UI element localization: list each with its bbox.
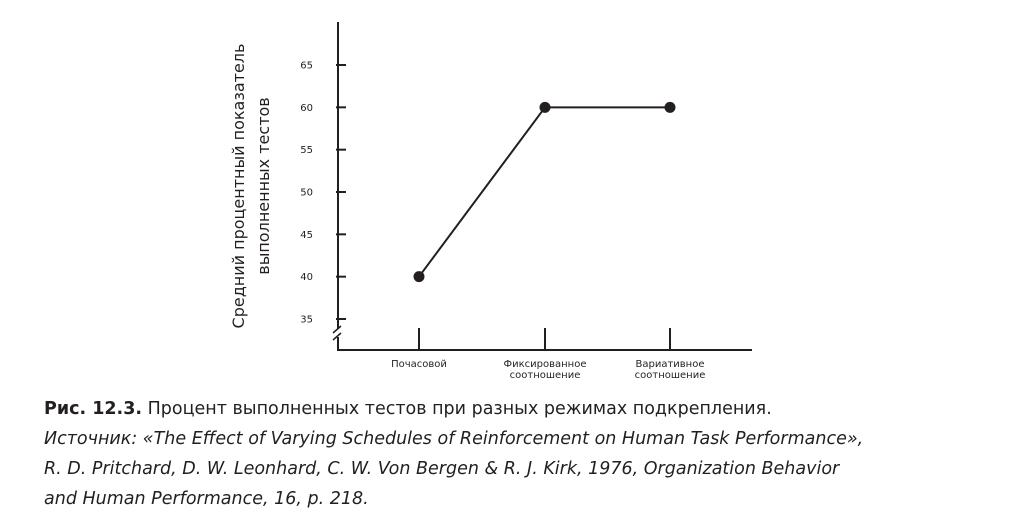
data-series: [413, 101, 676, 283]
y-axis-label-line: Средний процентный показатель: [229, 44, 248, 329]
y-tick-label: 40: [300, 272, 313, 283]
axis-break-mark: [332, 332, 342, 341]
data-point: [664, 101, 676, 113]
caption-source-line-1: Источник: «The Effect of Varying Schedul…: [44, 429, 864, 449]
x-tick-label: соотношение: [635, 370, 706, 381]
figure-number: Рис. 12.3.: [44, 399, 143, 419]
chart-axes: [332, 22, 752, 351]
y-axis-label-line: выполненных тестов: [254, 97, 273, 274]
y-tick-label: 35: [300, 315, 313, 326]
y-tick-label: 45: [300, 230, 313, 241]
y-tick-label: 60: [300, 103, 313, 114]
caption-source-line-2: R. D. Pritchard, D. W. Leonhard, C. W. V…: [44, 459, 840, 479]
x-tick-label: Вариативное: [636, 359, 705, 370]
figure-caption: Рис. 12.3. Процент выполненных тестов пр…: [44, 394, 1004, 514]
y-tick-label: 55: [300, 145, 313, 156]
x-tick-label: соотношение: [510, 370, 581, 381]
x-tick-label: Почасовой: [391, 359, 447, 370]
caption-source-line-3: and Human Performance, 16, p. 218.: [44, 489, 369, 509]
y-tick-label: 50: [300, 188, 313, 199]
y-tick-label: 65: [300, 61, 313, 72]
y-axis-label-group: Средний процентный показатель выполненных…: [229, 44, 273, 329]
y-axis-ticks: 35 40 45 50 55 60 65: [300, 61, 346, 326]
x-axis-ticks: Почасовой ФиксированноесоотношениеВариати…: [391, 328, 705, 381]
data-point: [539, 101, 551, 113]
series-line: [418, 106, 670, 278]
x-tick-label: Фиксированное: [504, 359, 587, 370]
axis-break-mark: [332, 325, 342, 334]
axis-break-gap: [333, 329, 343, 337]
caption-title-line: Рис. 12.3. Процент выполненных тестов пр…: [44, 394, 1004, 424]
data-point: [413, 271, 425, 283]
figure-title: Процент выполненных тестов при разных ре…: [147, 399, 772, 419]
y-axis-label: Средний процентный показатель выполненных…: [229, 44, 273, 329]
